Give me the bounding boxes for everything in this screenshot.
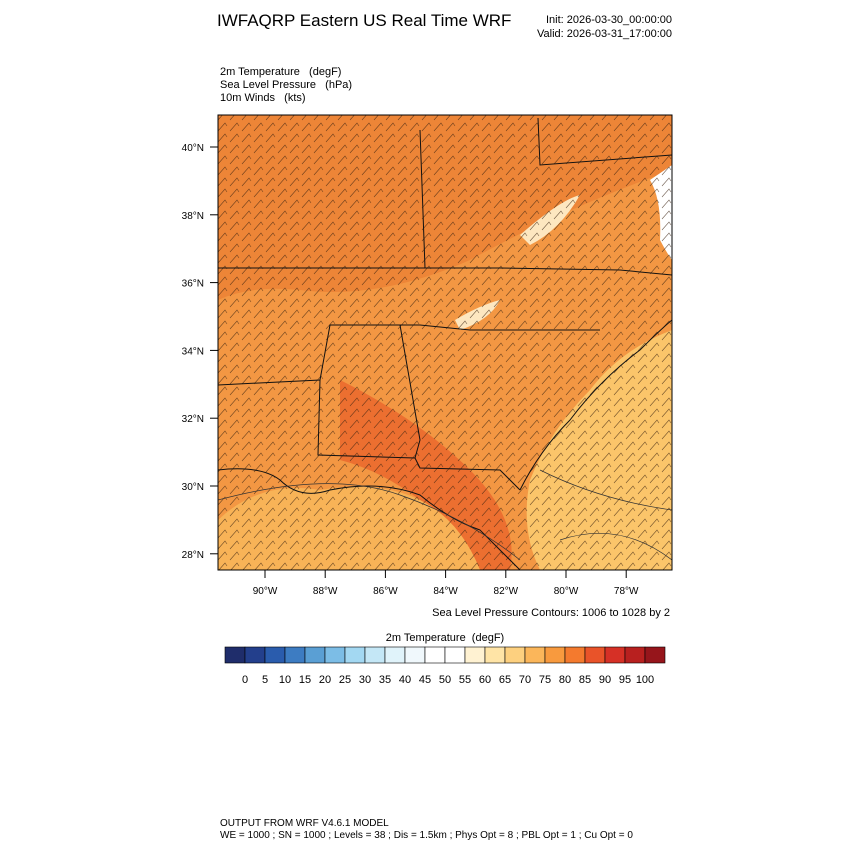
colorbar-label: 80 xyxy=(559,674,571,686)
colorbar-swatch xyxy=(584,646,606,664)
colorbar-swatch xyxy=(344,646,366,664)
colorbar-label: 25 xyxy=(339,674,351,686)
colorbar-label: 30 xyxy=(359,674,371,686)
colorbar-swatch xyxy=(544,646,566,664)
footer-line: WE = 1000 ; SN = 1000 ; Levels = 38 ; Di… xyxy=(220,830,633,841)
colorbar-swatch xyxy=(564,646,586,664)
colorbar-swatch xyxy=(624,646,646,664)
colorbar-label: 40 xyxy=(399,674,411,686)
colorbar-swatch xyxy=(224,646,246,664)
lon-label: 84°W xyxy=(433,586,458,597)
colorbar-label: 0 xyxy=(242,674,248,686)
colorbar-swatch xyxy=(284,646,306,664)
colorbar-swatch xyxy=(604,646,626,664)
colorbar-label: 50 xyxy=(439,674,451,686)
colorbar-title: 2m Temperature (degF) xyxy=(386,632,504,644)
colorbar-label: 55 xyxy=(459,674,471,686)
lon-label: 86°W xyxy=(373,586,398,597)
field-label: 10m Winds (kts) xyxy=(220,92,306,104)
pressure-contours xyxy=(218,469,672,561)
colorbar-label: 85 xyxy=(579,674,591,686)
colorbar-swatch xyxy=(404,646,426,664)
lat-label: 38°N xyxy=(182,211,204,222)
lat-label: 34°N xyxy=(182,346,204,357)
field-list: 2m Temperature (degF)Sea Level Pressure … xyxy=(220,66,352,104)
colorbar-swatch xyxy=(644,646,666,664)
colorbar-label: 35 xyxy=(379,674,391,686)
colorbar-swatch xyxy=(304,646,326,664)
colorbar-swatch xyxy=(444,646,466,664)
colorbar-swatch xyxy=(244,646,266,664)
field-label: 2m Temperature (degF) xyxy=(220,66,341,78)
valid-time: Valid: 2026-03-31_17:00:00 xyxy=(537,28,672,40)
colorbar-label: 75 xyxy=(539,674,551,686)
colorbar-swatch xyxy=(484,646,506,664)
colorbar-label: 100 xyxy=(636,674,654,686)
colorbar-swatch xyxy=(524,646,546,664)
map xyxy=(218,115,672,570)
lon-label: 82°W xyxy=(494,586,519,597)
lat-label: 40°N xyxy=(182,143,204,154)
lat-label: 36°N xyxy=(182,279,204,290)
borders xyxy=(218,117,672,570)
lat-label: 32°N xyxy=(182,414,204,425)
colorbar-swatch xyxy=(384,646,406,664)
map-frame xyxy=(217,114,673,571)
colorbar-label: 45 xyxy=(419,674,431,686)
contour-note: Sea Level Pressure Contours: 1006 to 102… xyxy=(432,607,670,619)
lat-label: 30°N xyxy=(182,482,204,493)
wind-barbs xyxy=(218,115,672,570)
lon-label: 90°W xyxy=(253,586,278,597)
colorbar-swatch xyxy=(264,646,286,664)
colorbar-label: 15 xyxy=(299,674,311,686)
colorbar-label: 90 xyxy=(599,674,611,686)
colorbar-label: 10 xyxy=(279,674,291,686)
lon-label: 80°W xyxy=(554,586,579,597)
init-time: Init: 2026-03-30_00:00:00 xyxy=(546,14,672,26)
colorbar-label: 65 xyxy=(499,674,511,686)
colorbar-label: 5 xyxy=(262,674,268,686)
colorbar-swatch xyxy=(424,646,446,664)
lat-label: 28°N xyxy=(182,550,204,561)
colorbar-swatch xyxy=(464,646,486,664)
colorbar-swatch xyxy=(324,646,346,664)
colorbar-swatch xyxy=(364,646,386,664)
colorbar-label: 60 xyxy=(479,674,491,686)
colorbar-swatch xyxy=(504,646,526,664)
footer-line: OUTPUT FROM WRF V4.6.1 MODEL xyxy=(220,818,389,829)
field-label: Sea Level Pressure (hPa) xyxy=(220,79,352,91)
colorbar-label: 70 xyxy=(519,674,531,686)
colorbar: 0 5 10 15 20 25 30 35 40 45 50 55 60 65 70 75 80 85 90 95 10… xyxy=(224,646,666,686)
axes: 40°N 38°N 36°N 34°N 32°N 30°N 28°N 90°W 88°W 86°W… xyxy=(182,143,639,597)
colorbar-label: 20 xyxy=(319,674,331,686)
title: IWFAQRP Eastern US Real Time WRF xyxy=(217,11,511,30)
lon-label: 88°W xyxy=(313,586,338,597)
colorbar-label: 95 xyxy=(619,674,631,686)
lon-label: 78°W xyxy=(614,586,639,597)
